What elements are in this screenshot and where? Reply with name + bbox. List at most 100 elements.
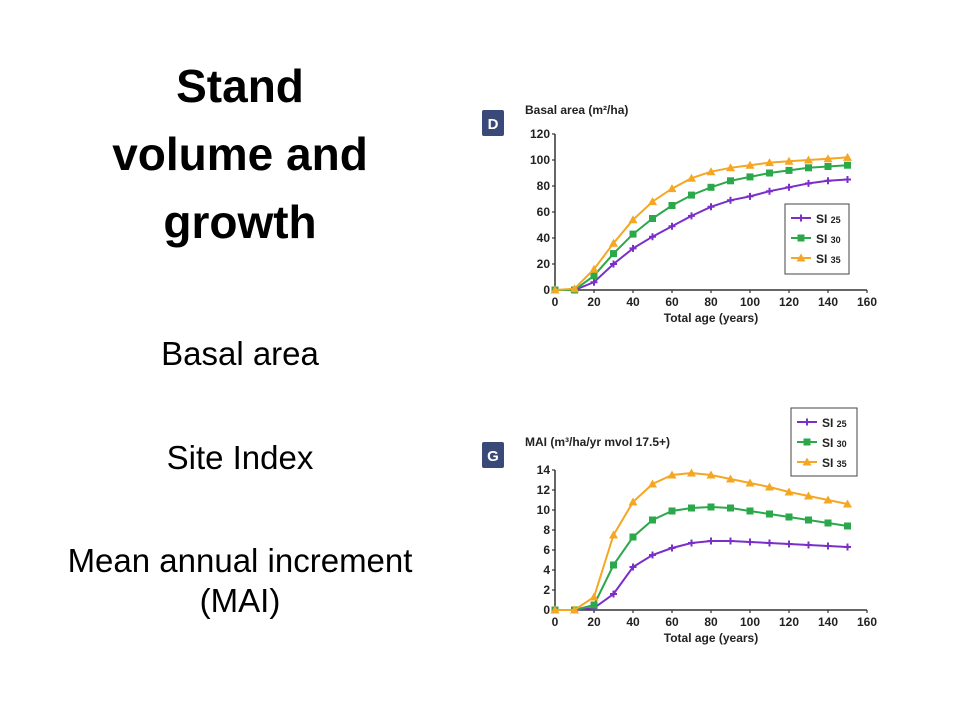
x-tick-label: 140 (818, 615, 838, 629)
series-line (555, 505, 848, 611)
panel-label: G (487, 448, 499, 465)
data-point (804, 491, 813, 500)
data-point (843, 499, 852, 508)
data-point (745, 478, 755, 487)
data-point (667, 470, 677, 479)
data-point (746, 173, 754, 181)
slide-title: Stand volume and growth (40, 52, 440, 256)
legend-label-sub: 35 (837, 459, 847, 469)
data-point (589, 592, 599, 601)
data-point (649, 516, 656, 524)
data-point (550, 285, 560, 294)
data-point (823, 154, 833, 163)
panel-label: D (488, 116, 499, 133)
data-point (746, 192, 754, 200)
data-point (688, 539, 695, 547)
data-point (570, 284, 579, 293)
y-tick-label: 0 (543, 603, 550, 617)
y-tick-label: 8 (543, 523, 550, 537)
legend-label: SI 25 (816, 212, 841, 226)
series-line (554, 156, 848, 291)
y-tick-label: 12 (537, 483, 551, 497)
data-point (824, 542, 832, 550)
data-point (784, 487, 794, 496)
series-25 (551, 176, 851, 294)
legend-marker (797, 234, 805, 242)
slide-title-line: growth (163, 196, 317, 248)
data-point (688, 191, 695, 199)
x-tick-label: 20 (587, 295, 601, 309)
data-point (570, 605, 579, 614)
y-tick-label: 100 (530, 153, 550, 167)
data-point (823, 495, 833, 504)
chart-title: MAI (m³/ha/yr mvol 17.5+) (525, 435, 670, 449)
data-point (648, 479, 657, 488)
data-point (589, 264, 599, 273)
data-point (629, 563, 637, 571)
y-tick-label: 40 (537, 231, 551, 245)
data-point (805, 516, 812, 524)
x-tick-label: 140 (818, 295, 838, 309)
data-point (649, 551, 656, 559)
data-point (843, 152, 852, 161)
series-35 (550, 468, 852, 614)
data-point (785, 540, 793, 548)
legend-marker (796, 253, 806, 262)
data-point (785, 183, 793, 191)
legend: SI 25 SI 30 SI 35 (784, 203, 850, 275)
data-point (590, 272, 598, 280)
x-tick-label: 0 (552, 615, 559, 629)
data-point (707, 537, 715, 545)
data-point (746, 507, 754, 515)
data-point (668, 202, 676, 209)
panel-label-box (482, 110, 504, 136)
bullet-mai: Mean annual increment (MAI) (67, 542, 413, 619)
series-line (555, 471, 848, 611)
y-tick-label: 20 (537, 257, 551, 271)
y-tick-label: 6 (543, 543, 550, 557)
legend-label: SI 35 (816, 252, 841, 266)
data-point (844, 176, 851, 183)
data-point (766, 539, 773, 547)
legend-marker (803, 418, 811, 426)
legend-label: SI 30 (816, 232, 841, 246)
data-point (706, 167, 716, 176)
y-tick-label: 60 (537, 205, 551, 219)
data-point (629, 533, 637, 541)
x-tick-label: 160 (857, 295, 877, 309)
legend-marker (797, 214, 805, 222)
legend-entry-30: SI 30 (791, 232, 841, 246)
data-point (668, 544, 676, 552)
data-point (785, 513, 793, 521)
data-point (649, 233, 656, 241)
legend-label-sub: 25 (831, 215, 841, 225)
legend: SI 25 SI 30 SI 35 (790, 407, 858, 477)
x-tick-label: 20 (587, 615, 601, 629)
y-tick-label: 0 (543, 283, 550, 297)
data-point (629, 230, 637, 238)
panel-label-box (482, 442, 504, 468)
x-tick-label: 60 (665, 615, 679, 629)
legend-label-sub: 25 (837, 419, 847, 429)
x-tick-label: 100 (740, 295, 760, 309)
data-point (590, 278, 598, 286)
x-tick-label: 120 (779, 295, 799, 309)
data-point (667, 184, 677, 193)
series-25 (551, 537, 851, 614)
data-point (804, 155, 813, 164)
data-point (805, 179, 812, 187)
x-tick-label: 80 (704, 615, 718, 629)
series-line (555, 164, 848, 291)
series-line (555, 540, 848, 611)
data-point (784, 156, 794, 165)
data-point (727, 537, 734, 545)
legend-label-sub: 30 (837, 439, 847, 449)
data-point (609, 238, 618, 247)
data-point (844, 543, 851, 551)
data-point (610, 561, 617, 569)
x-axis-label: Total age (years) (664, 631, 758, 645)
bullet-site-index: Site Index (166, 439, 314, 476)
data-point (610, 260, 617, 268)
data-point (844, 522, 851, 530)
slide-title-line: volume and (112, 128, 368, 180)
